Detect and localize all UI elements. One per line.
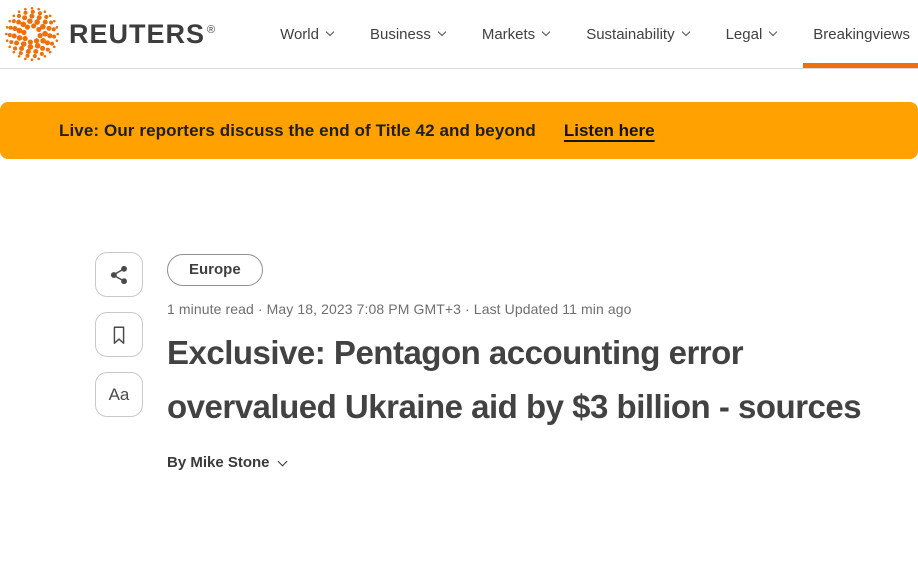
article-toolbar: Aa	[95, 252, 143, 471]
article: Aa Europe 1 minute read · May 18, 2023 7…	[0, 252, 918, 471]
article-meta: 1 minute read · May 18, 2023 7:08 PM GMT…	[167, 301, 632, 317]
nav-item-world[interactable]: World	[280, 0, 335, 69]
nav-item-label: World	[280, 25, 319, 43]
bookmark-button[interactable]	[95, 312, 143, 357]
chevron-down-icon	[769, 27, 778, 37]
nav-item-label: Breakingviews	[813, 25, 910, 43]
nav-item-label: Sustainability	[586, 25, 675, 43]
nav-item-label: Markets	[481, 25, 536, 43]
live-banner: Live: Our reporters discuss the end of T…	[0, 102, 918, 159]
article-content: Europe 1 minute read · May 18, 2023 7:08…	[167, 252, 879, 471]
share-icon	[108, 264, 130, 286]
nav-item-label: Legal	[725, 25, 763, 43]
listen-here-link[interactable]: Listen here	[563, 120, 655, 140]
nav-item-breakingviews[interactable]: Breakingviews	[803, 0, 918, 69]
byline-text: By Mike Stone	[167, 454, 270, 471]
text-size-button[interactable]: Aa	[95, 372, 143, 417]
registered-mark: ®	[207, 23, 217, 36]
chevron-down-icon	[541, 27, 551, 37]
bookmark-icon	[108, 324, 130, 346]
chevron-down-icon	[325, 27, 335, 37]
chevron-down-icon	[681, 27, 690, 37]
chevron-down-icon	[437, 27, 447, 37]
nav-item-markets[interactable]: Markets	[481, 0, 551, 69]
reuters-wordmark: REUTERS ®	[69, 18, 217, 49]
share-button[interactable]	[95, 252, 143, 297]
reuters-sphere-icon	[3, 5, 61, 63]
nav-item-sustainability[interactable]: Sustainability	[586, 0, 690, 69]
chevron-down-icon	[277, 456, 287, 466]
reuters-home-link[interactable]: REUTERS ®	[3, 5, 216, 63]
byline-expander[interactable]: By Mike Stone	[167, 454, 879, 471]
category-tag-europe[interactable]: Europe	[167, 254, 263, 286]
site-header: REUTERS ® World Business Markets Sustainabil…	[0, 0, 918, 69]
nav-item-legal[interactable]: Legal	[725, 0, 778, 69]
main-nav: World Business Markets Sustainability Legal B…	[280, 0, 918, 69]
article-headline: Exclusive: Pentagon accounting error ove…	[167, 334, 862, 425]
nav-item-label: Business	[369, 25, 431, 43]
nav-item-business[interactable]: Business	[369, 0, 447, 69]
live-banner-message: Live: Our reporters discuss the end of T…	[59, 120, 536, 140]
text-size-label: Aa	[108, 384, 130, 404]
